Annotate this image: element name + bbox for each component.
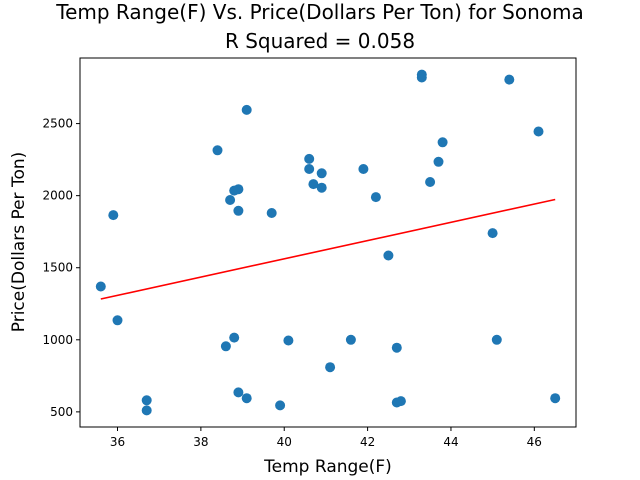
- data-point-5: [212, 145, 223, 156]
- points-layer: [95, 69, 561, 416]
- data-point-6: [220, 341, 231, 352]
- data-point-27: [383, 250, 394, 261]
- data-point-19: [304, 164, 315, 174]
- data-point-25: [358, 164, 369, 174]
- data-point-12: [233, 387, 244, 398]
- data-point-11: [233, 205, 244, 216]
- data-point-1: [108, 210, 119, 221]
- regression-line: [100, 198, 556, 300]
- data-point-26: [370, 192, 381, 203]
- y-tick-label-1000: 1000: [42, 333, 73, 347]
- x-tick-label-44: 44: [443, 435, 458, 449]
- data-point-15: [266, 208, 277, 218]
- chart-title-line2: R Squared = 0.058: [225, 29, 415, 53]
- chart-title-line1: Temp Range(F) Vs. Price(Dollars Per Ton)…: [55, 0, 584, 24]
- y-axis-ticks: 500 1000 1500 2000 2500: [42, 117, 80, 419]
- x-axis-ticks: 36 38 40 42 44 46: [110, 427, 542, 449]
- x-tick-label-40: 40: [277, 435, 292, 449]
- data-point-34: [433, 156, 444, 167]
- y-tick-label-2000: 2000: [42, 189, 73, 203]
- data-point-30: [395, 396, 406, 407]
- data-point-10: [233, 184, 244, 195]
- data-point-39: [533, 126, 544, 137]
- x-tick-label-38: 38: [193, 435, 208, 449]
- y-axis-label: Price(Dollars Per Ton): [9, 152, 29, 333]
- y-tick-label-500: 500: [50, 405, 73, 419]
- regression-layer: [100, 198, 556, 300]
- data-point-3: [141, 395, 152, 406]
- x-axis-label: Temp Range(F): [263, 457, 392, 477]
- data-point-18: [304, 153, 315, 164]
- x-tick-label-46: 46: [527, 435, 542, 449]
- data-point-32: [416, 72, 427, 83]
- data-point-24: [345, 334, 356, 345]
- data-point-17: [283, 335, 294, 346]
- data-point-40: [550, 393, 561, 404]
- data-point-28: [391, 342, 402, 353]
- data-point-21: [316, 168, 327, 179]
- y-tick-label-2500: 2500: [42, 117, 73, 131]
- x-tick-label-36: 36: [110, 435, 125, 449]
- data-point-38: [504, 74, 515, 85]
- data-point-0: [95, 281, 106, 292]
- y-tick-label-1500: 1500: [42, 261, 73, 275]
- data-point-22: [316, 182, 327, 193]
- data-point-14: [241, 393, 252, 404]
- data-point-4: [141, 405, 152, 416]
- data-point-33: [425, 177, 436, 187]
- data-point-23: [325, 362, 336, 373]
- data-point-36: [487, 228, 498, 239]
- data-point-7: [225, 195, 236, 205]
- data-point-16: [275, 400, 286, 411]
- plot-frame: [79, 57, 577, 428]
- data-point-37: [491, 334, 502, 345]
- x-tick-label-42: 42: [360, 435, 375, 449]
- data-point-9: [229, 332, 240, 343]
- data-point-35: [437, 137, 448, 148]
- data-point-2: [112, 315, 123, 326]
- data-point-13: [241, 104, 252, 115]
- data-point-20: [308, 179, 319, 190]
